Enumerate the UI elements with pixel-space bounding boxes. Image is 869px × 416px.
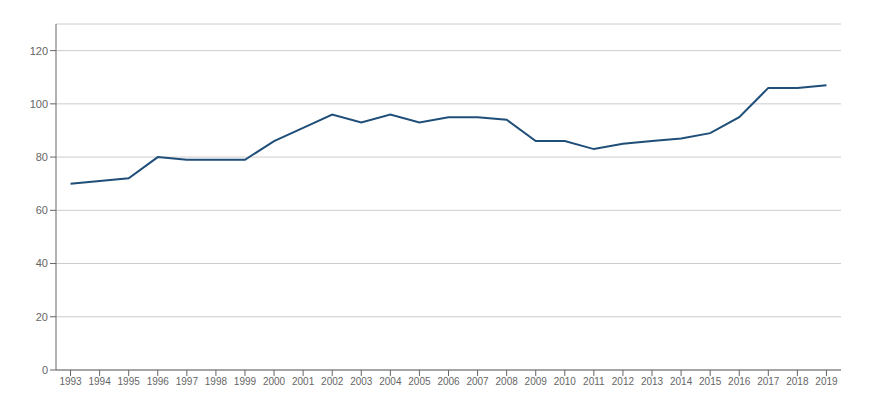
- svg-text:1994: 1994: [88, 376, 111, 387]
- svg-text:1993: 1993: [59, 376, 82, 387]
- svg-text:2007: 2007: [466, 376, 489, 387]
- svg-text:2011: 2011: [583, 376, 605, 387]
- svg-text:20: 20: [36, 311, 48, 323]
- svg-text:2017: 2017: [757, 376, 780, 387]
- svg-text:2008: 2008: [496, 376, 519, 387]
- svg-text:1999: 1999: [234, 376, 257, 387]
- svg-text:1997: 1997: [176, 376, 199, 387]
- svg-text:2002: 2002: [321, 376, 344, 387]
- svg-text:2010: 2010: [554, 376, 577, 387]
- svg-text:40: 40: [36, 257, 48, 269]
- svg-text:2013: 2013: [641, 376, 664, 387]
- svg-text:1996: 1996: [147, 376, 170, 387]
- svg-text:2016: 2016: [728, 376, 751, 387]
- svg-text:2012: 2012: [612, 376, 635, 387]
- svg-text:2001: 2001: [292, 376, 315, 387]
- svg-text:60: 60: [36, 204, 48, 216]
- svg-text:2018: 2018: [786, 376, 809, 387]
- svg-text:100: 100: [30, 98, 48, 110]
- svg-text:2003: 2003: [350, 376, 373, 387]
- svg-text:2000: 2000: [263, 376, 286, 387]
- svg-text:1998: 1998: [205, 376, 228, 387]
- svg-text:120: 120: [30, 45, 48, 57]
- svg-text:2014: 2014: [670, 376, 693, 387]
- svg-text:1995: 1995: [118, 376, 141, 387]
- svg-text:2004: 2004: [379, 376, 402, 387]
- svg-text:2019: 2019: [815, 376, 838, 387]
- svg-text:80: 80: [36, 151, 48, 163]
- svg-text:2006: 2006: [437, 376, 460, 387]
- svg-text:0: 0: [42, 364, 48, 376]
- svg-text:2015: 2015: [699, 376, 722, 387]
- svg-text:2009: 2009: [525, 376, 548, 387]
- svg-text:2005: 2005: [408, 376, 431, 387]
